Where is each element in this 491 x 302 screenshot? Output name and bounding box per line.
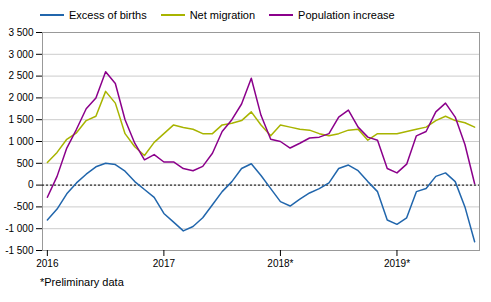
- html-text:*Preliminary data: *Preliminary data: [40, 276, 124, 288]
- svg-text:-1 000: -1 000: [5, 223, 34, 234]
- svg-text:2019*: 2019*: [384, 258, 410, 269]
- svg-text:2017: 2017: [153, 258, 176, 269]
- svg-text:3 500: 3 500: [8, 27, 33, 38]
- svg-text:2016: 2016: [36, 258, 59, 269]
- svg-text:-500: -500: [13, 201, 33, 212]
- svg-text:1 000: 1 000: [8, 136, 33, 147]
- svg-text:1 500: 1 500: [8, 114, 33, 125]
- html-text:Population increase: Population increase: [298, 9, 395, 21]
- svg-text:0: 0: [28, 179, 34, 190]
- svg-text:3 000: 3 000: [8, 49, 33, 60]
- svg-text:2018*: 2018*: [267, 258, 293, 269]
- svg-text:-1 500: -1 500: [5, 245, 34, 256]
- svg-text:2 000: 2 000: [8, 92, 33, 103]
- svg-text:500: 500: [17, 158, 34, 169]
- html-text:Excess of births: Excess of births: [69, 9, 147, 21]
- svg-text:2 500: 2 500: [8, 70, 33, 81]
- html-text:Net migration: Net migration: [189, 9, 256, 21]
